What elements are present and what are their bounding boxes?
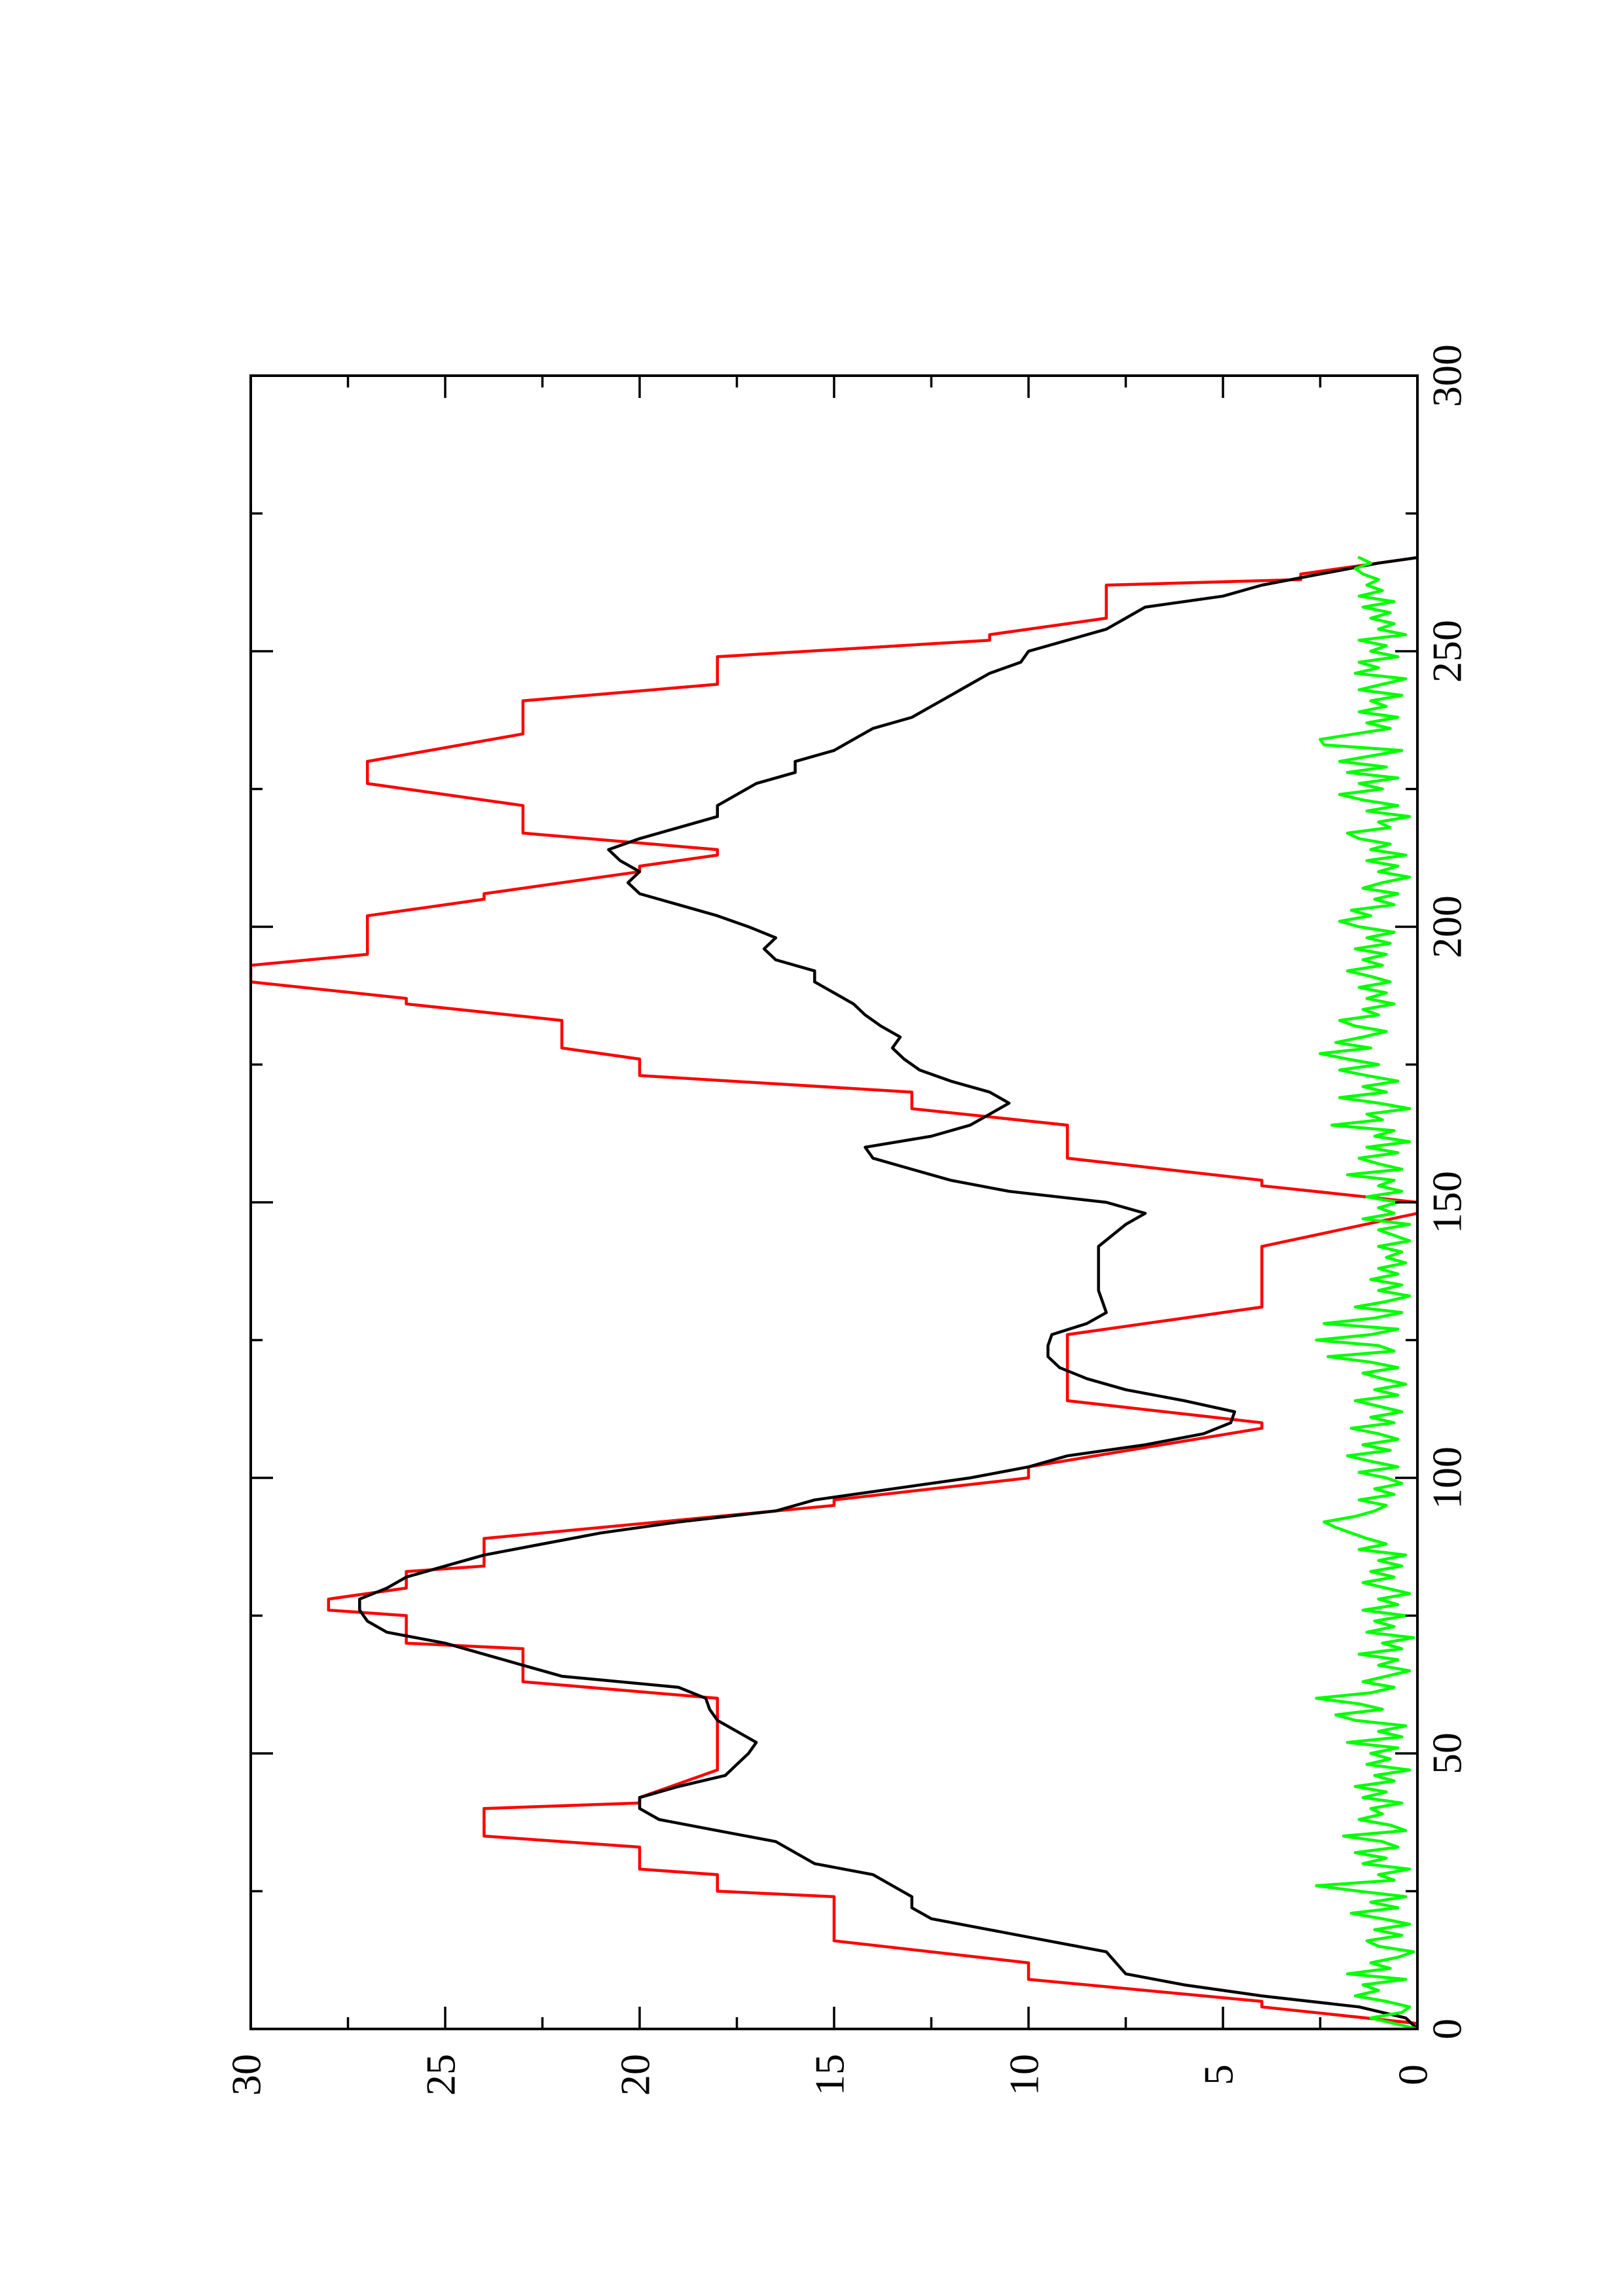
x-tick-label-0: 0 <box>1424 2018 1470 2039</box>
series-green-line <box>1315 556 1417 2029</box>
x-tick-label-150: 150 <box>1424 1171 1470 1234</box>
x-tick-label-250: 250 <box>1424 620 1470 683</box>
x-tick-label-50: 50 <box>1424 1732 1470 1774</box>
series-red-line <box>251 556 1417 2029</box>
y-tick-label-30: 30 <box>223 2054 270 2096</box>
x-tick-label-300: 300 <box>1424 344 1470 407</box>
y-tick-label-20: 20 <box>612 2054 659 2096</box>
series-layer <box>251 556 1417 2029</box>
tick-marks <box>249 374 1419 2030</box>
y-tick-label-0: 0 <box>1390 2064 1436 2085</box>
series-black-line <box>358 556 1417 2029</box>
x-tick-label-100: 100 <box>1424 1446 1470 1509</box>
y-tick-label-15: 15 <box>807 2054 853 2096</box>
tick-labels: 0 50 100 150 200 250 300 0 5 10 15 20 25 30 <box>223 344 1470 2096</box>
y-tick-label-5: 5 <box>1195 2064 1242 2085</box>
y-tick-label-10: 10 <box>1001 2054 1048 2096</box>
x-tick-label-200: 200 <box>1424 895 1470 958</box>
y-tick-label-25: 25 <box>418 2054 464 2096</box>
